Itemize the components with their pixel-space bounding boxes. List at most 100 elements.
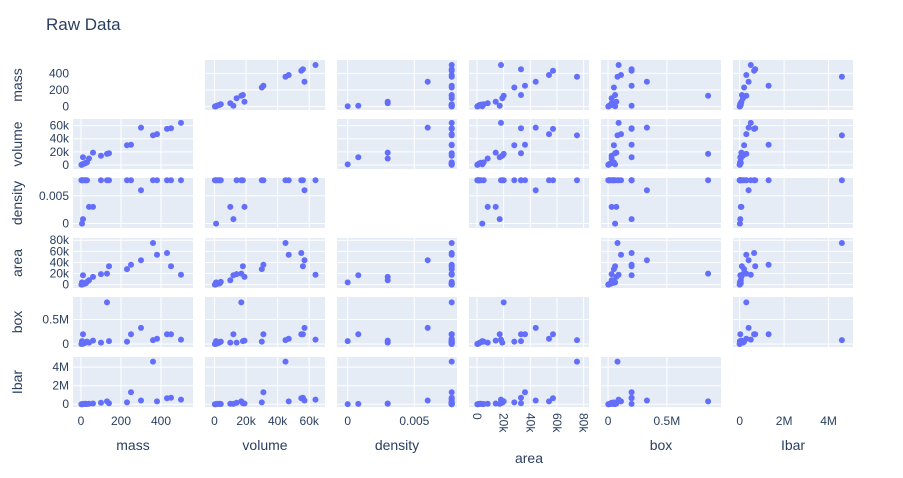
data-point[interactable] [448, 271, 455, 278]
data-point[interactable] [608, 203, 615, 210]
data-point[interactable] [741, 142, 748, 149]
data-point[interactable] [518, 150, 524, 157]
data-point[interactable] [546, 398, 552, 405]
data-point[interactable] [78, 161, 85, 168]
data-point[interactable] [518, 400, 524, 407]
data-point[interactable] [230, 400, 237, 407]
data-point[interactable] [78, 401, 85, 408]
data-point[interactable] [628, 177, 635, 184]
data-point[interactable] [230, 331, 237, 338]
data-point[interactable] [838, 337, 845, 344]
data-point[interactable] [737, 272, 744, 279]
data-point[interactable] [355, 102, 362, 109]
data-point[interactable] [474, 161, 481, 168]
data-point[interactable] [239, 263, 246, 270]
data-point[interactable] [285, 398, 292, 405]
data-point[interactable] [154, 251, 160, 258]
data-point[interactable] [474, 103, 481, 110]
data-point[interactable] [613, 203, 620, 210]
data-point[interactable] [227, 339, 234, 346]
data-point[interactable] [546, 177, 552, 184]
data-point[interactable] [574, 177, 580, 184]
data-point[interactable] [743, 72, 750, 78]
data-point[interactable] [736, 161, 743, 168]
data-point[interactable] [550, 67, 556, 74]
data-point[interactable] [522, 331, 528, 338]
data-point[interactable] [628, 125, 635, 132]
data-point[interactable] [492, 98, 499, 105]
data-point[interactable] [613, 149, 620, 156]
data-point[interactable] [643, 257, 650, 264]
data-point[interactable] [230, 272, 237, 279]
data-point[interactable] [574, 73, 580, 80]
data-point[interactable] [628, 141, 635, 148]
data-point[interactable] [738, 149, 745, 156]
data-point[interactable] [299, 263, 306, 270]
data-point[interactable] [546, 335, 552, 342]
data-point[interactable] [384, 400, 391, 407]
data-point[interactable] [282, 240, 289, 246]
data-point[interactable] [164, 250, 170, 256]
data-point[interactable] [301, 397, 308, 404]
data-point[interactable] [448, 103, 455, 110]
data-point[interactable] [424, 78, 431, 85]
data-point[interactable] [745, 324, 752, 331]
data-point[interactable] [608, 271, 615, 278]
data-point[interactable] [628, 250, 635, 256]
data-point[interactable] [299, 331, 306, 338]
data-point[interactable] [613, 273, 620, 280]
data-point[interactable] [496, 154, 503, 161]
data-point[interactable] [743, 251, 750, 258]
data-point[interactable] [98, 152, 104, 159]
data-point[interactable] [178, 177, 184, 184]
data-point[interactable] [124, 266, 130, 273]
data-point[interactable] [705, 92, 712, 99]
data-point[interactable] [241, 400, 248, 407]
data-point[interactable] [448, 95, 455, 102]
data-point[interactable] [104, 299, 110, 306]
data-point[interactable] [605, 401, 612, 408]
data-point[interactable] [79, 220, 85, 227]
data-point[interactable] [479, 220, 486, 227]
data-point[interactable] [258, 84, 265, 91]
data-point[interactable] [355, 272, 362, 279]
data-point[interactable] [258, 399, 265, 406]
data-point[interactable] [492, 203, 499, 210]
data-point[interactable] [448, 119, 455, 126]
data-point[interactable] [532, 324, 539, 331]
data-point[interactable] [546, 131, 552, 138]
data-point[interactable] [448, 401, 455, 408]
data-point[interactable] [106, 338, 112, 345]
data-point[interactable] [618, 72, 624, 78]
data-point[interactable] [138, 124, 144, 131]
data-point[interactable] [211, 103, 218, 110]
data-point[interactable] [355, 154, 362, 161]
data-point[interactable] [128, 389, 134, 396]
data-point[interactable] [522, 389, 528, 396]
data-point[interactable] [518, 338, 524, 345]
data-point[interactable] [518, 394, 524, 401]
data-point[interactable] [518, 125, 524, 132]
data-point[interactable] [737, 203, 744, 210]
data-point[interactable] [838, 240, 845, 246]
data-point[interactable] [532, 78, 539, 85]
data-point[interactable] [615, 119, 622, 126]
data-point[interactable] [301, 78, 308, 85]
data-point[interactable] [285, 335, 292, 342]
data-point[interactable] [448, 240, 455, 246]
data-point[interactable] [705, 398, 712, 405]
data-point[interactable] [747, 119, 754, 126]
data-point[interactable] [260, 331, 267, 338]
data-point[interactable] [610, 142, 617, 149]
data-point[interactable] [605, 161, 612, 168]
data-point[interactable] [511, 142, 518, 149]
data-point[interactable] [741, 84, 748, 91]
data-point[interactable] [90, 149, 96, 156]
data-point[interactable] [628, 261, 635, 268]
data-point[interactable] [233, 95, 240, 102]
data-point[interactable] [384, 149, 391, 156]
data-point[interactable] [238, 177, 245, 184]
data-point[interactable] [448, 84, 455, 91]
data-point[interactable] [511, 338, 518, 345]
data-point[interactable] [498, 62, 504, 68]
